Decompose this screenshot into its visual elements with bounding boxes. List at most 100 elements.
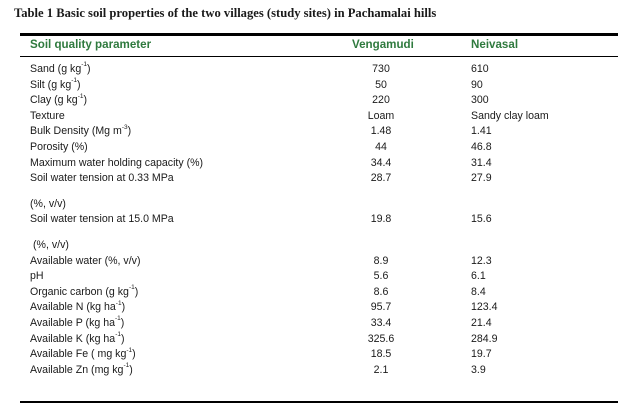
neivasal-value: 3.9 xyxy=(471,363,486,376)
neivasal-value: 8.4 xyxy=(471,285,486,298)
parameter-close: ) xyxy=(120,316,125,329)
parameter-label: Silt (g kg xyxy=(30,78,72,91)
parameter-cell: (%, v/v) xyxy=(33,238,69,254)
table-caption: Table 1 Basic soil properties of the two… xyxy=(14,6,437,20)
unit-exponent: -1 xyxy=(81,61,88,69)
vengamudi-value: 50 xyxy=(375,78,387,91)
parameter-label: Available N (kg ha xyxy=(30,301,116,314)
vengamudi-value: 8.9 xyxy=(373,254,389,267)
parameter-close: ) xyxy=(87,63,91,75)
vengamudi-value: 28.7 xyxy=(370,172,392,185)
parameter-close: ) xyxy=(120,332,125,345)
table-row: Bulk Density (Mg m-3) 1.48 1.41 xyxy=(0,124,640,140)
parameter-close: ) xyxy=(127,125,132,138)
unit-exponent: -1 xyxy=(115,315,121,323)
parameter-label: Clay (g kg xyxy=(30,94,78,107)
parameter-label: Soil water tension at 0.33 MPa xyxy=(30,172,174,185)
parameter-cell: Available P (kg ha-1) xyxy=(30,316,124,332)
neivasal-value: 12.3 xyxy=(471,254,492,267)
parameter-label: Porosity (%) xyxy=(30,140,88,153)
unit-exponent: -1 xyxy=(126,346,133,354)
parameter-label: Available Fe ( mg kg xyxy=(30,348,127,361)
parameter-cell: Maximum water holding capacity (%) xyxy=(30,156,203,172)
vengamudi-value: Loam xyxy=(367,109,395,122)
table-row: Available K (kg ha-1) 325.6 284.9 xyxy=(0,330,640,348)
parameter-label: Sand (g kg xyxy=(30,63,82,75)
parameter-cell: Soil water tension at 0.33 MPa xyxy=(30,171,174,187)
table-row: Available water (%, v/v) 8.9 12.3 xyxy=(0,254,640,270)
neivasal-value: 90 xyxy=(471,78,483,91)
unit-exponent: -1 xyxy=(115,299,122,307)
header-rule xyxy=(20,56,618,57)
table-row: Available Zn (mg kg-1) 2.1 3.9 xyxy=(0,362,640,379)
neivasal-value: 123.4 xyxy=(471,301,498,314)
unit-exponent: -1 xyxy=(115,330,121,338)
table-row: Porosity (%) 44 46.8 xyxy=(0,140,640,156)
unit-exponent: -1 xyxy=(77,92,84,100)
parameter-label: Available K (kg ha xyxy=(30,332,116,345)
header-neivasal: Neivasal xyxy=(471,38,519,51)
table-row: Sand (g kg-1) 730 610 xyxy=(0,62,640,78)
vengamudi-value: 8.6 xyxy=(373,285,389,298)
parameter-cell: Available K (kg ha-1) xyxy=(30,330,125,348)
parameter-label: Bulk Density (Mg m xyxy=(30,125,122,138)
table-row: Clay (g kg-1) 220 300 xyxy=(0,93,640,109)
neivasal-value: 284.9 xyxy=(471,332,498,345)
table-row: Maximum water holding capacity (%) 34.4 31… xyxy=(0,156,640,172)
table-spacer xyxy=(0,187,640,197)
parameter-close: ) xyxy=(134,285,139,298)
parameter-cell: Sand (g kg-1) xyxy=(30,62,91,78)
parameter-label: Available Zn (mg kg xyxy=(30,363,124,376)
parameter-cell: pH xyxy=(30,269,44,285)
neivasal-value: 610 xyxy=(471,63,489,75)
neivasal-value: 1.41 xyxy=(471,125,492,138)
neivasal-value: 15.6 xyxy=(471,213,492,226)
unit-exponent: -3 xyxy=(121,123,128,131)
parameter-label: Soil water tension at 15.0 MPa xyxy=(30,213,174,226)
vengamudi-value: 44 xyxy=(375,140,387,153)
parameter-label: Maximum water holding capacity (%) xyxy=(30,156,204,169)
neivasal-value: Sandy clay loam xyxy=(471,109,549,122)
unit-exponent: -1 xyxy=(123,362,130,370)
neivasal-value: 300 xyxy=(471,94,489,107)
vengamudi-value: 33.4 xyxy=(370,316,392,329)
unit-exponent: -1 xyxy=(71,77,77,85)
vengamudi-value: 34.4 xyxy=(370,156,392,169)
parameter-cell: Available water (%, v/v) xyxy=(30,254,141,270)
parameter-cell: Porosity (%) xyxy=(30,140,88,156)
neivasal-value: 27.9 xyxy=(471,172,492,185)
header-vengamudi: Vengamudi xyxy=(352,38,414,51)
table-row: (%, v/v) xyxy=(0,238,640,254)
table-row: Available N (kg ha-1) 95.7 123.4 xyxy=(0,300,640,316)
table-top-rule xyxy=(20,33,618,36)
vengamudi-value: 730 xyxy=(372,63,390,75)
parameter-cell: Soil water tension at 15.0 MPa xyxy=(30,212,174,228)
parameter-label: Organic carbon (g kg xyxy=(30,285,129,298)
unit-exponent: -1 xyxy=(128,284,135,292)
parameter-cell: Available N (kg ha-1) xyxy=(30,300,125,316)
parameter-close: ) xyxy=(77,78,81,91)
parameter-label: pH xyxy=(30,270,44,283)
parameter-cell: Bulk Density (Mg m-3) xyxy=(30,124,131,140)
header-soil-quality-parameter: Soil quality parameter xyxy=(30,38,152,51)
vengamudi-value: 1.48 xyxy=(370,125,392,138)
table-row: Texture Loam Sandy clay loam xyxy=(0,109,640,125)
table-row: Soil water tension at 15.0 MPa 19.8 15.6 xyxy=(0,212,640,228)
parameter-label: Texture xyxy=(30,109,65,122)
parameter-close: ) xyxy=(132,348,136,361)
table-row: Soil water tension at 0.33 MPa 28.7 27.9 xyxy=(0,171,640,187)
neivasal-value: 31.4 xyxy=(471,156,492,169)
parameter-label: Available P (kg ha xyxy=(30,316,116,329)
parameter-label: (%, v/v) xyxy=(30,197,66,210)
vengamudi-value: 2.1 xyxy=(373,363,389,376)
neivasal-value: 21.4 xyxy=(471,316,492,329)
parameter-cell: Available Fe ( mg kg-1) xyxy=(30,347,136,363)
table-body: Sand (g kg-1) 730 610 Silt (g kg-1) 50 90 Clay… xyxy=(0,62,640,378)
vengamudi-value: 5.6 xyxy=(373,270,389,283)
vengamudi-value: 325.6 xyxy=(367,332,395,345)
neivasal-value: 19.7 xyxy=(471,348,492,361)
table-row: Available P (kg ha-1) 33.4 21.4 xyxy=(0,316,640,332)
vengamudi-value: 19.8 xyxy=(370,213,392,226)
vengamudi-value: 220 xyxy=(372,94,390,107)
parameter-cell: Organic carbon (g kg-1) xyxy=(30,284,139,301)
